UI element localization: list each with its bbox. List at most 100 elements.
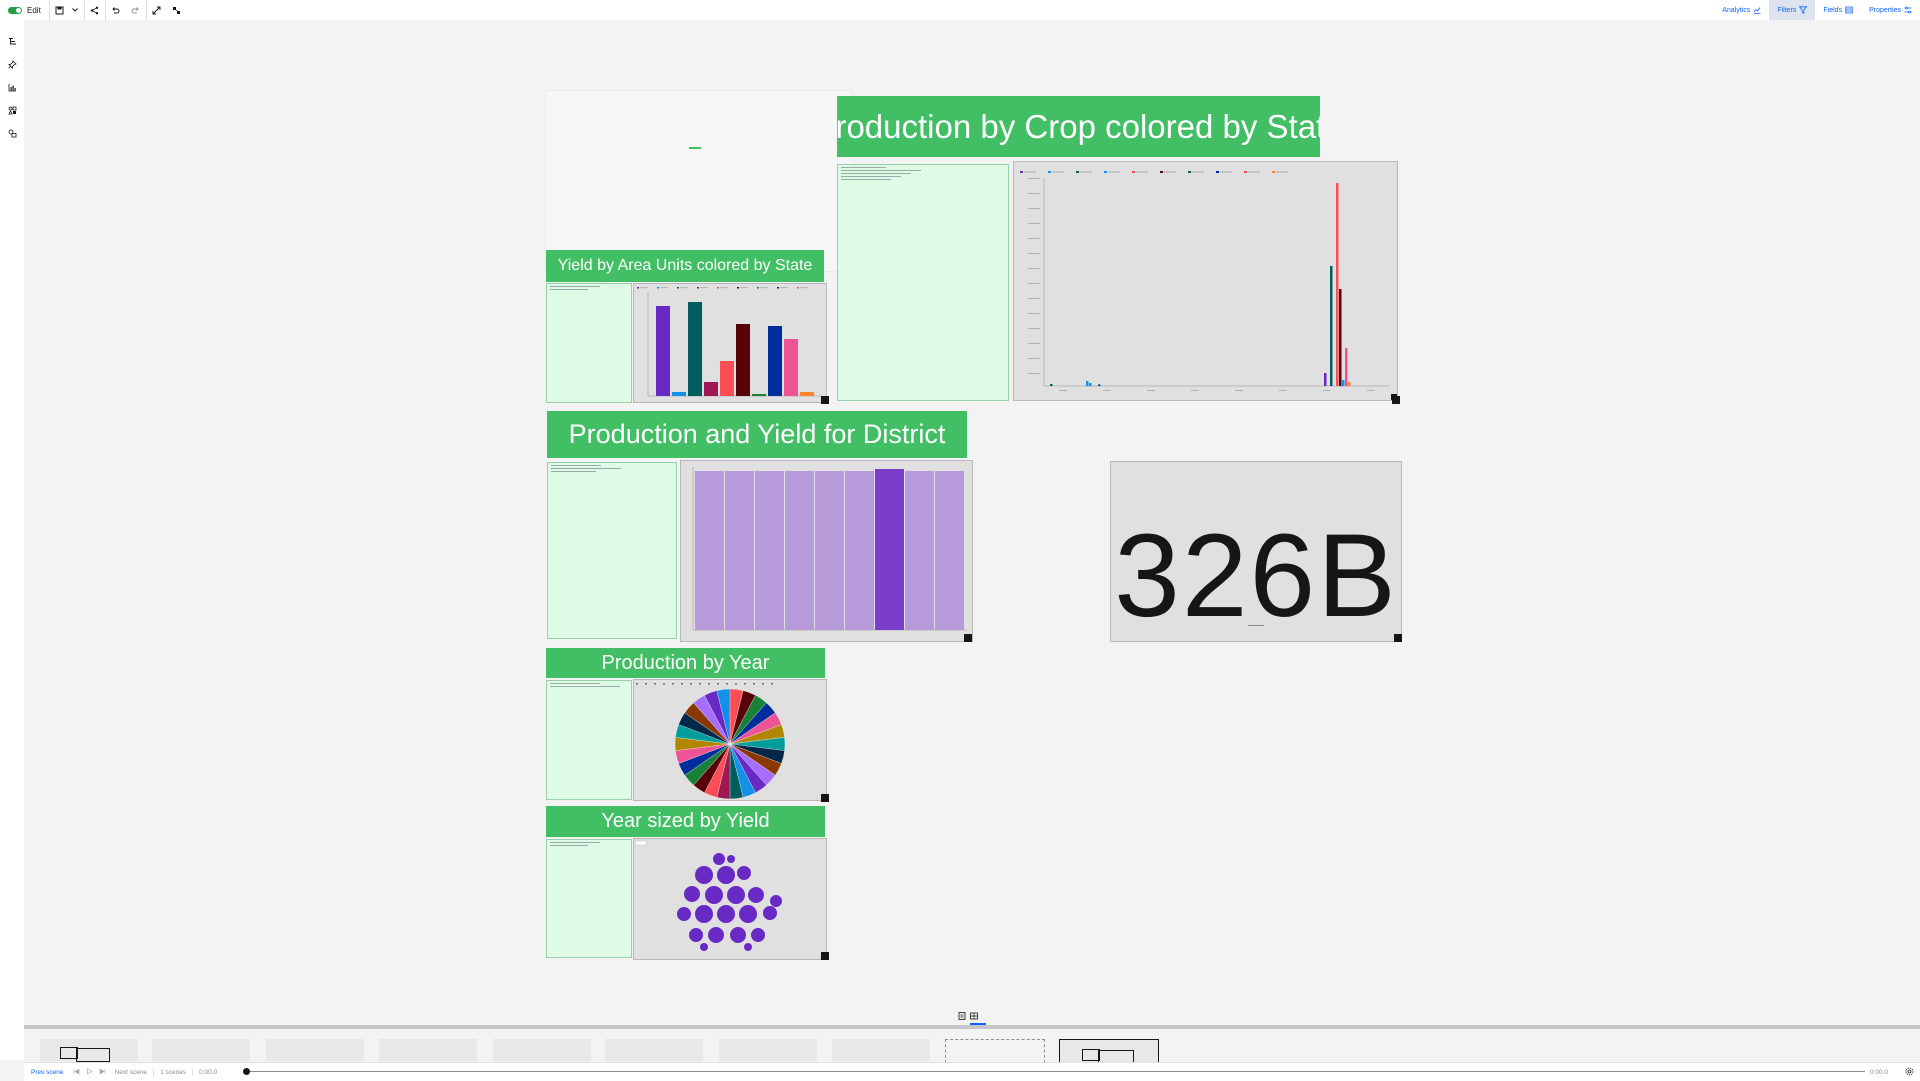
legend-swatch — [1020, 171, 1023, 173]
resize-handle[interactable] — [821, 952, 829, 960]
skip-start-icon[interactable] — [70, 1067, 83, 1077]
visualizations-icon[interactable] — [0, 76, 24, 99]
y-tick-label — [1028, 223, 1040, 224]
new-scene-placeholder[interactable] — [945, 1039, 1045, 1063]
prev-scene-button[interactable]: Prev scene — [31, 1068, 64, 1076]
list-view-icon[interactable] — [958, 1012, 966, 1020]
edit-toggle[interactable] — [8, 6, 22, 14]
scene-thumbnail[interactable] — [266, 1039, 364, 1061]
y-tick-label — [1028, 208, 1040, 209]
skip-end-icon[interactable] — [96, 1067, 109, 1077]
legend-swatch — [717, 287, 719, 289]
bubble — [689, 928, 703, 942]
scene-thumbnail[interactable] — [152, 1039, 250, 1061]
redo-icon[interactable] — [126, 0, 146, 20]
grid-view-icon[interactable] — [970, 1012, 978, 1020]
bubble-chart-year[interactable] — [633, 838, 827, 960]
bar — [1345, 348, 1348, 386]
x-tick-label — [1147, 390, 1155, 391]
panel-title: Production by Crop colored by State — [837, 96, 1320, 157]
legend-swatch — [697, 287, 699, 289]
bar — [752, 394, 766, 396]
next-scene-button[interactable]: Next scene — [114, 1068, 148, 1076]
bar-chart-crop[interactable] — [1013, 161, 1398, 401]
bubble — [708, 927, 724, 943]
filter-pane[interactable] — [546, 680, 632, 800]
legend-label — [680, 287, 688, 289]
presentation-icon[interactable] — [167, 0, 187, 20]
legend-swatch — [681, 683, 683, 685]
timeline-scrubber[interactable] — [243, 1068, 250, 1075]
resize-handle[interactable] — [1394, 634, 1402, 642]
panel-title: Year sized by Yield — [546, 806, 825, 837]
legend-swatch — [797, 287, 799, 289]
bar — [688, 302, 702, 396]
fit-screen-icon[interactable] — [147, 0, 167, 20]
pie-chart-year[interactable] — [633, 679, 827, 801]
legend-label — [800, 287, 808, 289]
undo-icon[interactable] — [106, 0, 126, 20]
scene-thumbnail[interactable] — [379, 1039, 477, 1061]
scene-view-indicator — [970, 1023, 986, 1025]
bar — [845, 471, 874, 630]
scene-tray-divider — [24, 1025, 1920, 1029]
filter-pane[interactable] — [547, 462, 677, 639]
legend-label — [1108, 171, 1120, 173]
scene-thumbnail[interactable] — [605, 1039, 703, 1061]
navigation-icon[interactable] — [0, 30, 24, 53]
pin-icon[interactable] — [0, 53, 24, 76]
bar — [704, 382, 718, 396]
bubble — [748, 887, 764, 903]
filter-pane[interactable] — [837, 164, 1009, 401]
kpi-card[interactable]: 326B — [1110, 461, 1402, 642]
timeline-track[interactable] — [245, 1071, 1865, 1072]
legend-swatch — [1160, 171, 1163, 173]
tab-filters[interactable]: Filters — [1769, 0, 1816, 20]
legend-swatch — [637, 287, 639, 289]
chevron-down-icon[interactable] — [70, 0, 80, 20]
legend-label — [1164, 171, 1176, 173]
scene-thumbnail[interactable] — [493, 1039, 591, 1061]
text-widget[interactable] — [545, 90, 853, 272]
legend-label — [1024, 171, 1036, 173]
legend-label — [780, 287, 788, 289]
scene-thumbnail[interactable] — [40, 1039, 138, 1062]
legend-label — [1052, 171, 1064, 173]
legend-swatch — [1132, 171, 1135, 173]
save-icon[interactable] — [50, 0, 70, 20]
resize-handle[interactable] — [821, 794, 829, 802]
legend-swatch — [699, 683, 701, 685]
legend-swatch — [636, 683, 638, 685]
tab-fields[interactable]: Fields — [1815, 0, 1861, 20]
bar — [1086, 381, 1089, 386]
resize-handle[interactable] — [1392, 396, 1400, 404]
bar — [755, 471, 784, 630]
scene-thumbnail[interactable] — [719, 1039, 817, 1061]
resize-handle[interactable] — [821, 396, 829, 404]
tab-analytics[interactable]: Analytics — [1714, 0, 1769, 20]
scene-thumbnail-current[interactable] — [1059, 1039, 1159, 1064]
bar-chart-district-plot — [692, 467, 967, 631]
legend-label — [1248, 171, 1260, 173]
legend-swatch — [737, 287, 739, 289]
bar-chart-yield-area[interactable] — [633, 283, 827, 403]
tab-properties[interactable]: Properties — [1861, 0, 1920, 20]
bar — [1324, 373, 1327, 386]
scene-thumbnail[interactable] — [832, 1039, 930, 1061]
play-icon[interactable] — [83, 1067, 96, 1077]
legend-label — [700, 287, 708, 289]
bubble — [751, 928, 765, 942]
assets-icon[interactable] — [0, 122, 24, 145]
settings-icon[interactable] — [1905, 1067, 1914, 1078]
share-icon[interactable] — [85, 0, 105, 20]
filter-pane[interactable] — [546, 283, 632, 403]
resize-handle[interactable] — [964, 634, 972, 642]
bar — [1098, 384, 1101, 386]
bubble — [730, 927, 746, 943]
widgets-icon[interactable] — [0, 99, 24, 122]
tab-properties-label: Properties — [1869, 6, 1901, 14]
bar-chart-district[interactable] — [680, 460, 973, 642]
filter-pane[interactable] — [546, 839, 632, 958]
edit-label: Edit — [27, 5, 41, 15]
bubble — [737, 866, 751, 880]
